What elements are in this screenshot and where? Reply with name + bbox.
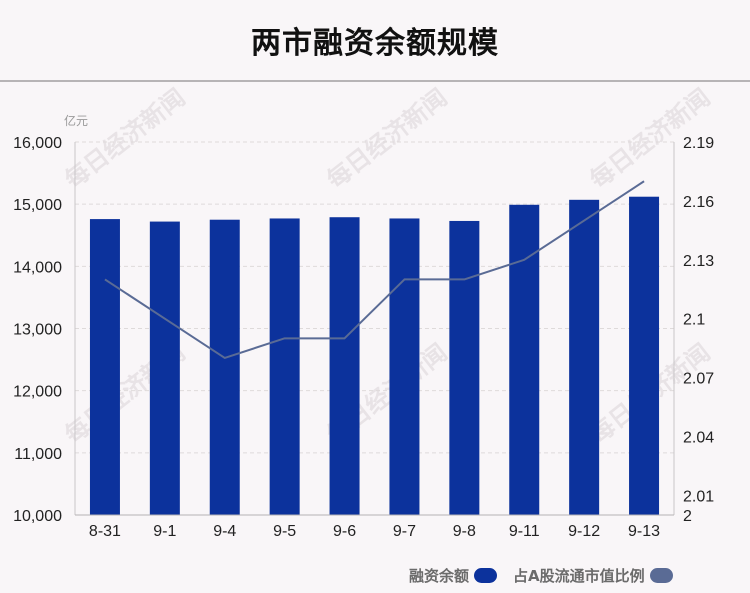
x-tick-label: 9-13 <box>628 523 660 540</box>
bar-9-7 <box>389 218 420 515</box>
bar-series <box>89 196 660 516</box>
y-left-tick-label: 12,000 <box>13 384 62 401</box>
y-left-tick-label: 13,000 <box>13 322 62 339</box>
bar-9-12 <box>569 199 600 515</box>
y-left-tick-label: 10,000 <box>13 508 62 525</box>
chart-header: 两市融资余额规模 <box>0 0 750 82</box>
bar-9-13 <box>629 196 660 515</box>
y-right-tick-label: 2.16 <box>683 194 714 211</box>
bar-9-1 <box>149 221 180 515</box>
y-left-tick-label: 14,000 <box>13 259 62 276</box>
x-tick-label: 9-8 <box>453 523 476 540</box>
axes: 10,000 11,000 12,000 13,000 14,000 15,000 16,0… <box>13 113 714 540</box>
x-tick-label: 9-7 <box>393 523 416 540</box>
y-right-tick-label: 2.13 <box>683 253 714 270</box>
ratio-line <box>104 180 645 359</box>
y-left-unit-label: 亿元 <box>64 113 88 128</box>
watermark-0: 每日经济新闻 <box>60 83 191 194</box>
x-tick-label: 9-5 <box>273 523 296 540</box>
bar-9-4 <box>209 219 240 516</box>
x-tick-label: 9-11 <box>509 523 540 540</box>
chart-title: 两市融资余额规模 <box>251 26 499 61</box>
x-tick-label: 9-1 <box>153 523 176 540</box>
legend-swatch-balance <box>474 568 498 583</box>
legend: 融资余额 占A股流通市值比例 <box>409 565 689 586</box>
bar-9-11 <box>509 204 540 515</box>
y-right-tick-label: 2 <box>683 508 692 525</box>
y-right-tick-label: 2.04 <box>683 429 714 446</box>
line-series <box>104 180 645 359</box>
y-left-tick-label: 16,000 <box>13 135 62 152</box>
bar-9-8 <box>449 220 480 515</box>
y-right-tick-label: 2.19 <box>683 135 714 152</box>
legend-label-balance: 融资余额 <box>409 567 470 585</box>
watermark-1: 每日经济新闻 <box>322 83 453 194</box>
x-tick-label: 9-6 <box>333 523 356 540</box>
legend-swatch-ratio <box>649 568 673 583</box>
bar-9-6 <box>329 217 360 515</box>
x-tick-label: 8-31 <box>89 523 121 540</box>
legend-item-ratio: 占A股流通市值比例 <box>513 565 673 586</box>
y-left-tick-label: 11,000 <box>14 446 62 463</box>
x-tick-label: 9-12 <box>568 523 600 540</box>
y-left-tick-label: 15,000 <box>13 197 62 214</box>
x-tick-label: 9-4 <box>213 523 236 540</box>
y-right-tick-label: 2.1 <box>683 312 705 329</box>
legend-item-balance: 融资余额 <box>409 565 498 586</box>
bar-9-5 <box>269 218 300 515</box>
bar-8-31 <box>89 219 120 515</box>
legend-label-ratio: 占A股流通市值比例 <box>513 567 645 585</box>
y-right-tick-label: 2.07 <box>683 371 714 388</box>
y-right-tick-label: 2.01 <box>683 488 714 505</box>
